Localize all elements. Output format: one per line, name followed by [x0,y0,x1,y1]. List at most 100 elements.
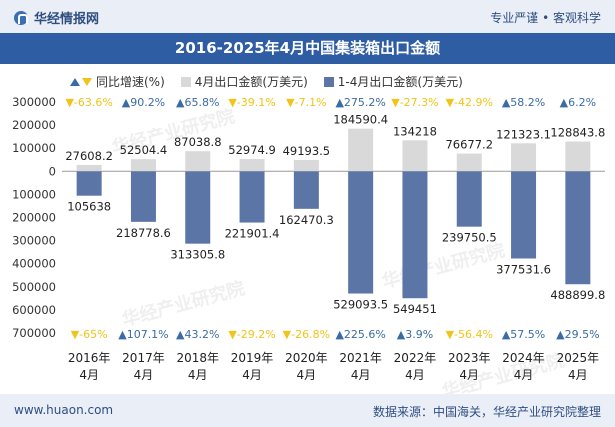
x-tick-label: 2017年 [122,351,165,365]
x-tick-label: 2019年 [231,351,274,365]
data-label-april: 49193.5 [283,144,331,158]
data-label-april: 128843.8 [550,126,605,140]
x-tick-label: 4月 [297,368,317,382]
y-tick-label: 300000 [12,234,56,248]
data-label-cumulative: 239750.5 [442,231,497,245]
x-tick-label: 2021年 [339,351,382,365]
x-tick-label: 4月 [351,368,371,382]
bar-cumulative [402,171,428,299]
growth-cumulative-label: ▼-29.2% [228,328,275,341]
legend-growth-label: 同比增速(%) [96,75,165,89]
y-tick-label: 100000 [12,141,56,155]
data-label-cumulative: 162470.3 [279,213,334,227]
legend: 同比增速(%) 4月出口金额(万美元) 1-4月出口金额(万美元) [70,73,479,90]
bar-april [76,164,102,172]
bar-april [130,159,156,172]
growth-cumulative-label: ▼-56.4% [446,328,493,341]
x-tick-label: 2016年 [68,351,111,365]
legend-april-label: 4月出口金额(万美元) [194,75,308,89]
growth-april-label: ▼-27.3% [391,96,438,109]
data-label-april: 87038.8 [174,135,222,149]
data-label-april: 27608.2 [65,149,113,163]
bar-cumulative [348,171,374,294]
growth-april-label: ▼-42.9% [446,96,493,109]
legend-cumulative-label: 1-4月出口金额(万美元) [337,75,463,89]
legend-april: 4月出口金额(万美元) [180,73,308,90]
y-tick-label: 200000 [12,211,56,225]
growth-april-label: ▲58.2% [502,96,545,109]
data-label-cumulative: 221901.4 [225,227,280,241]
legend-cumulative: 1-4月出口金额(万美元) [323,73,463,90]
data-label-cumulative: 529093.5 [333,298,388,312]
bar-cumulative [76,171,102,196]
data-label-cumulative: 218778.6 [116,226,171,240]
x-tick-label: 2024年 [502,351,545,365]
bar-april [402,140,428,172]
top-bar: 华经情报网 专业严谨 • 客观科学 [0,0,615,33]
data-label-april: 184590.4 [333,113,388,127]
triangle-up-icon [70,77,80,86]
footer-url[interactable]: www.huaon.com [14,403,114,417]
growth-april-label: ▲6.2% [560,96,596,109]
growth-cumulative-label: ▲29.5% [556,328,599,341]
x-tick-label: 4月 [79,368,99,382]
data-label-cumulative: 488899.8 [550,288,605,302]
bar-april [565,141,591,172]
data-label-cumulative: 377531.6 [496,263,551,277]
tagline: 专业严谨 • 客观科学 [490,11,601,25]
growth-april-label: ▲90.2% [122,96,165,109]
x-tick-label: 4月 [242,368,262,382]
growth-cumulative-label: ▲43.2% [176,328,219,341]
y-tick-label: 0 [49,164,56,178]
growth-cumulative-label: ▼-65% [71,328,108,341]
x-tick-label: 2022年 [394,351,437,365]
logo-text: 华经情报网 [34,12,100,27]
growth-cumulative-label: ▲3.9% [397,328,433,341]
data-label-april: 121323.1 [496,127,551,141]
y-tick-label: 500000 [12,280,56,294]
y-tick-label: 300000 [12,95,56,109]
data-label-cumulative: 313305.8 [170,248,225,262]
legend-april-swatch [180,76,191,87]
y-tick-label: 100000 [12,187,56,201]
y-tick-label: 700000 [12,326,56,340]
bar-cumulative [565,171,591,285]
bar-cumulative [239,171,265,223]
chart-title: 2016-2025年4月中国集装箱出口金额 [0,33,615,64]
data-label-april: 76677.2 [445,138,493,152]
bar-april [348,128,374,172]
bar-cumulative [130,171,156,222]
legend-growth: 同比增速(%) [70,73,165,90]
y-tick-label: 600000 [12,303,56,317]
y-tick-label: 400000 [12,257,56,271]
bar-april [293,159,319,172]
y-tick-label: 200000 [12,118,56,132]
footer: www.huaon.com 数据来源：中国海关，华经产业研究院整理 [0,394,615,427]
logo-icon [14,10,28,25]
growth-april-label: ▼-7.1% [286,96,326,109]
x-tick-label: 4月 [514,368,534,382]
chart-area: 300000 200000 100000 0 100000 200000 300000 400… [12,95,605,382]
bar-cumulative [293,171,319,209]
data-label-cumulative: 549451 [393,302,437,316]
bar-april [185,151,211,172]
x-tick-label: 4月 [459,368,479,382]
growth-april-label: ▼-63.6% [65,96,112,109]
growth-april-label: ▲275.2% [335,96,385,109]
growth-cumulative-label: ▲107.1% [118,328,168,341]
growth-cumulative-label: ▼-26.8% [283,328,330,341]
data-label-cumulative: 105638 [67,200,111,214]
x-tick-label: 4月 [134,368,154,382]
x-tick-label: 2025年 [557,351,600,365]
growth-april-label: ▲65.8% [176,96,219,109]
growth-cumulative-label: ▲225.6% [335,328,385,341]
logo[interactable]: 华经情报网 [14,8,99,27]
bar-cumulative [456,171,482,227]
bar-cumulative [185,171,211,244]
x-tick-label: 2020年 [285,351,328,365]
data-label-april: 52974.9 [228,143,276,157]
x-tick-label: 4月 [568,368,588,382]
bar-april [456,153,482,172]
x-tick-label: 2023年 [448,351,491,365]
triangle-down-icon [82,77,92,86]
